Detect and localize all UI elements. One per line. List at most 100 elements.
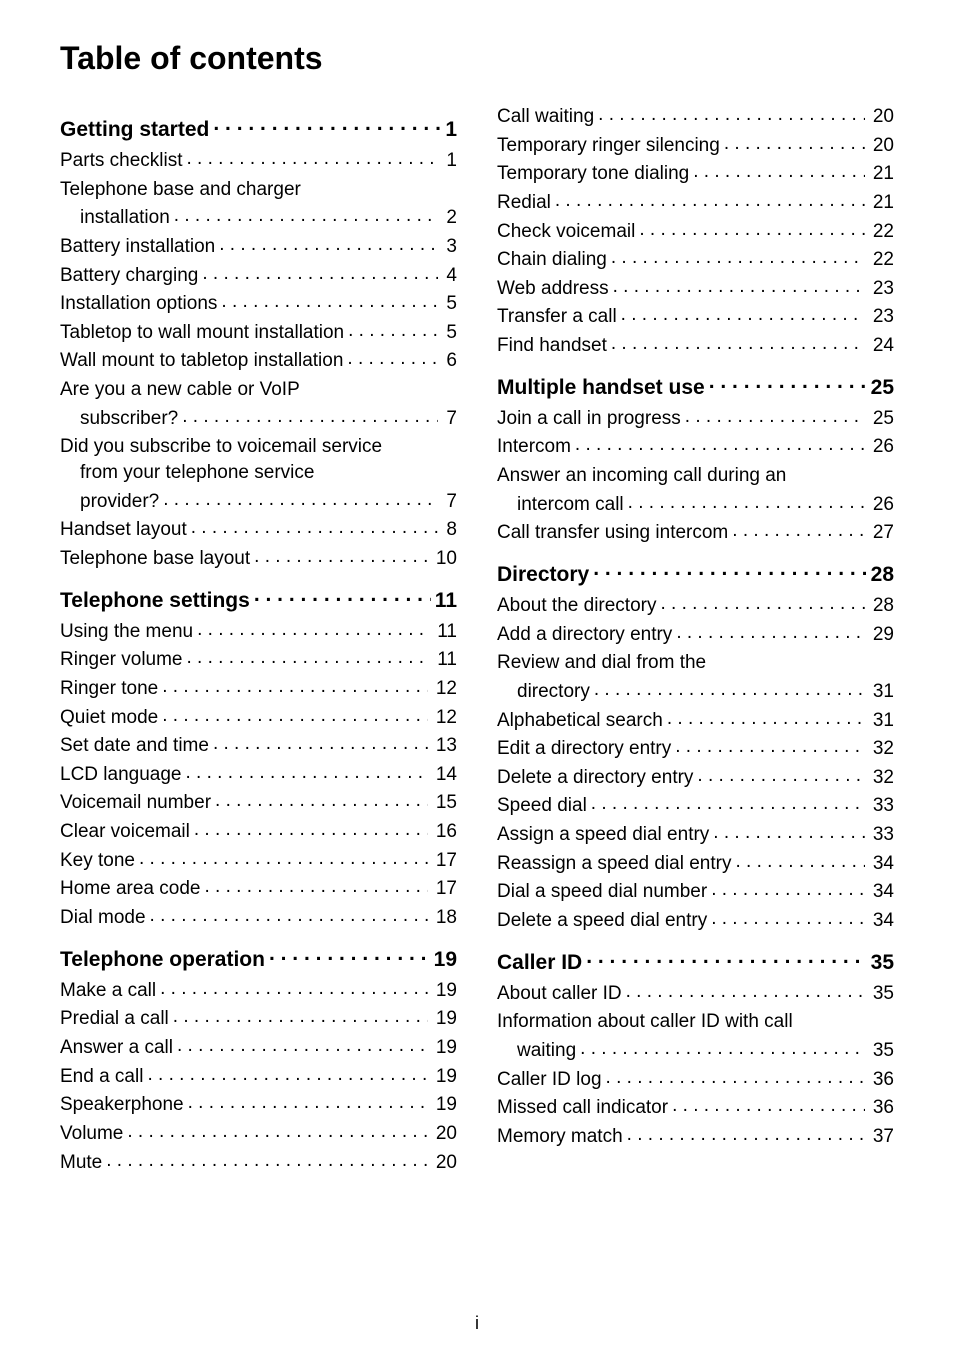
toc-entry-page: 23 [869,304,894,330]
toc-entry-page: 11 [433,619,457,645]
toc-entry-multiline: Review and dial from the directory31 [497,650,894,704]
toc-section-page: 28 [871,563,894,587]
toc-entry-page: 22 [869,219,894,245]
toc-entry: Tabletop to wall mount installation5 [60,320,457,346]
toc-section-heading: Multiple handset use25 [497,373,894,400]
toc-leader-dots [139,849,428,872]
toc-entry-page: 14 [432,762,457,788]
toc-entry-label: Answer a call [60,1035,173,1061]
toc-entry-page: 19 [432,978,457,1004]
toc-entry: Ringer volume11 [60,647,457,673]
toc-section-heading: Directory28 [497,560,894,587]
toc-entry: Join a call in progress25 [497,406,894,432]
toc-section-heading: Telephone operation19 [60,945,457,972]
toc-entry: Battery charging4 [60,263,457,289]
toc-section-label: Telephone operation [60,948,265,972]
toc-entry-page: 19 [432,1035,457,1061]
toc-entry-label: Handset layout [60,517,187,543]
toc-entry-label: Intercom [497,434,571,460]
toc-entry-page: 23 [869,276,894,302]
toc-entry-page: 17 [432,848,457,874]
toc-entry: Transfer a call23 [497,304,894,330]
toc-entry-label: Web address [497,276,609,302]
toc-entry-label: Mute [60,1150,102,1176]
toc-leader-dots [709,373,867,394]
toc-entry-page: 22 [869,247,894,273]
toc-leader-dots [575,435,865,458]
toc-section-page: 35 [871,951,894,975]
toc-entry-page: 10 [432,546,457,572]
toc-entry: Wall mount to tabletop installation6 [60,348,457,374]
toc-entry-label: Set date and time [60,733,209,759]
toc-leader-dots [254,586,431,607]
toc-entry: Home area code17 [60,876,457,902]
toc-entry-page: 12 [432,705,457,731]
toc-entry-page: 6 [442,348,457,374]
toc-entry: Quiet mode12 [60,705,457,731]
toc-entry-label: Ringer tone [60,676,158,702]
toc-entry-label: Predial a call [60,1006,169,1032]
toc-leader-dots [594,680,865,703]
toc-leader-dots [187,648,430,671]
toc-section-heading: Caller ID 35 [497,948,894,975]
toc-entry: Key tone 17 [60,848,457,874]
toc-section-label: Telephone settings [60,589,250,613]
toc-entry-label: Clear voicemail [60,819,190,845]
toc-entry-continuation: waiting35 [497,1038,894,1064]
toc-entry-continuation: provider?7 [60,489,457,515]
toc-entry-label: Are you a new cable or VoIP [60,377,457,403]
toc-entry-label: installation [80,205,170,231]
toc-entry-page: 31 [869,708,894,734]
toc-entry-page: 36 [869,1067,894,1093]
toc-entry-page: 31 [869,679,894,705]
toc-entry: Set date and time 13 [60,733,457,759]
toc-entry-label: Key tone [60,848,135,874]
toc-entry-page: 20 [432,1121,457,1147]
toc-leader-dots [626,982,865,1005]
toc-entry-page: 13 [432,733,457,759]
toc-leader-dots [593,560,866,581]
toc-entry: About the directory28 [497,593,894,619]
toc-entry-page: 35 [869,981,894,1007]
toc-entry-label: Redial [497,190,551,216]
toc-entry: Delete a directory entry32 [497,765,894,791]
toc-entry-page: 18 [432,905,457,931]
toc-entry-label: Telephone base layout [60,546,250,572]
toc-entry-label: Speakerphone [60,1092,184,1118]
toc-entry-page: 19 [432,1006,457,1032]
toc-section-label: Caller ID [497,951,582,975]
toc-entry: Using the menu11 [60,619,457,645]
toc-entry-label: Call waiting [497,104,594,130]
toc-entry-page: 7 [442,489,457,515]
toc-leader-dots [621,305,865,328]
toc-leader-dots [606,1067,865,1090]
toc-leader-dots [627,1125,865,1148]
toc-section-page: 1 [445,118,457,142]
toc-leader-dots [204,877,427,900]
toc-entry-label: Did you subscribe to voicemail service [60,434,457,460]
toc-leader-dots [724,133,865,156]
toc-entry-label: Dial mode [60,905,146,931]
toc-entry-continuation: directory31 [497,679,894,705]
toc-entry-label: intercom call [517,492,624,518]
toc-entry-page: 34 [869,908,894,934]
toc-entry: Reassign a speed dial entry34 [497,851,894,877]
toc-entry-label: Review and dial from the [497,650,894,676]
toc-section-page: 25 [871,376,894,400]
toc-leader-dots [269,945,430,966]
toc-entry-label: Edit a directory entry [497,736,671,762]
toc-entry-page: 19 [432,1092,457,1118]
toc-entry-label: End a call [60,1064,143,1090]
toc-right-column: Call waiting20Temporary ringer silencing… [497,101,894,1178]
toc-leader-dots [555,191,865,214]
toc-leader-dots [106,1150,428,1173]
toc-leader-dots [667,708,865,731]
toc-entry-label: Home area code [60,876,200,902]
toc-entry: Memory match37 [497,1124,894,1150]
toc-entry: Missed call indicator36 [497,1095,894,1121]
toc-entry-continuation: intercom call26 [497,492,894,518]
toc-entry-label: Installation options [60,291,217,317]
toc-entry-label: Alphabetical search [497,708,663,734]
toc-page: Table of contents Getting started1Parts … [0,0,954,1354]
toc-leader-dots [672,1096,865,1119]
